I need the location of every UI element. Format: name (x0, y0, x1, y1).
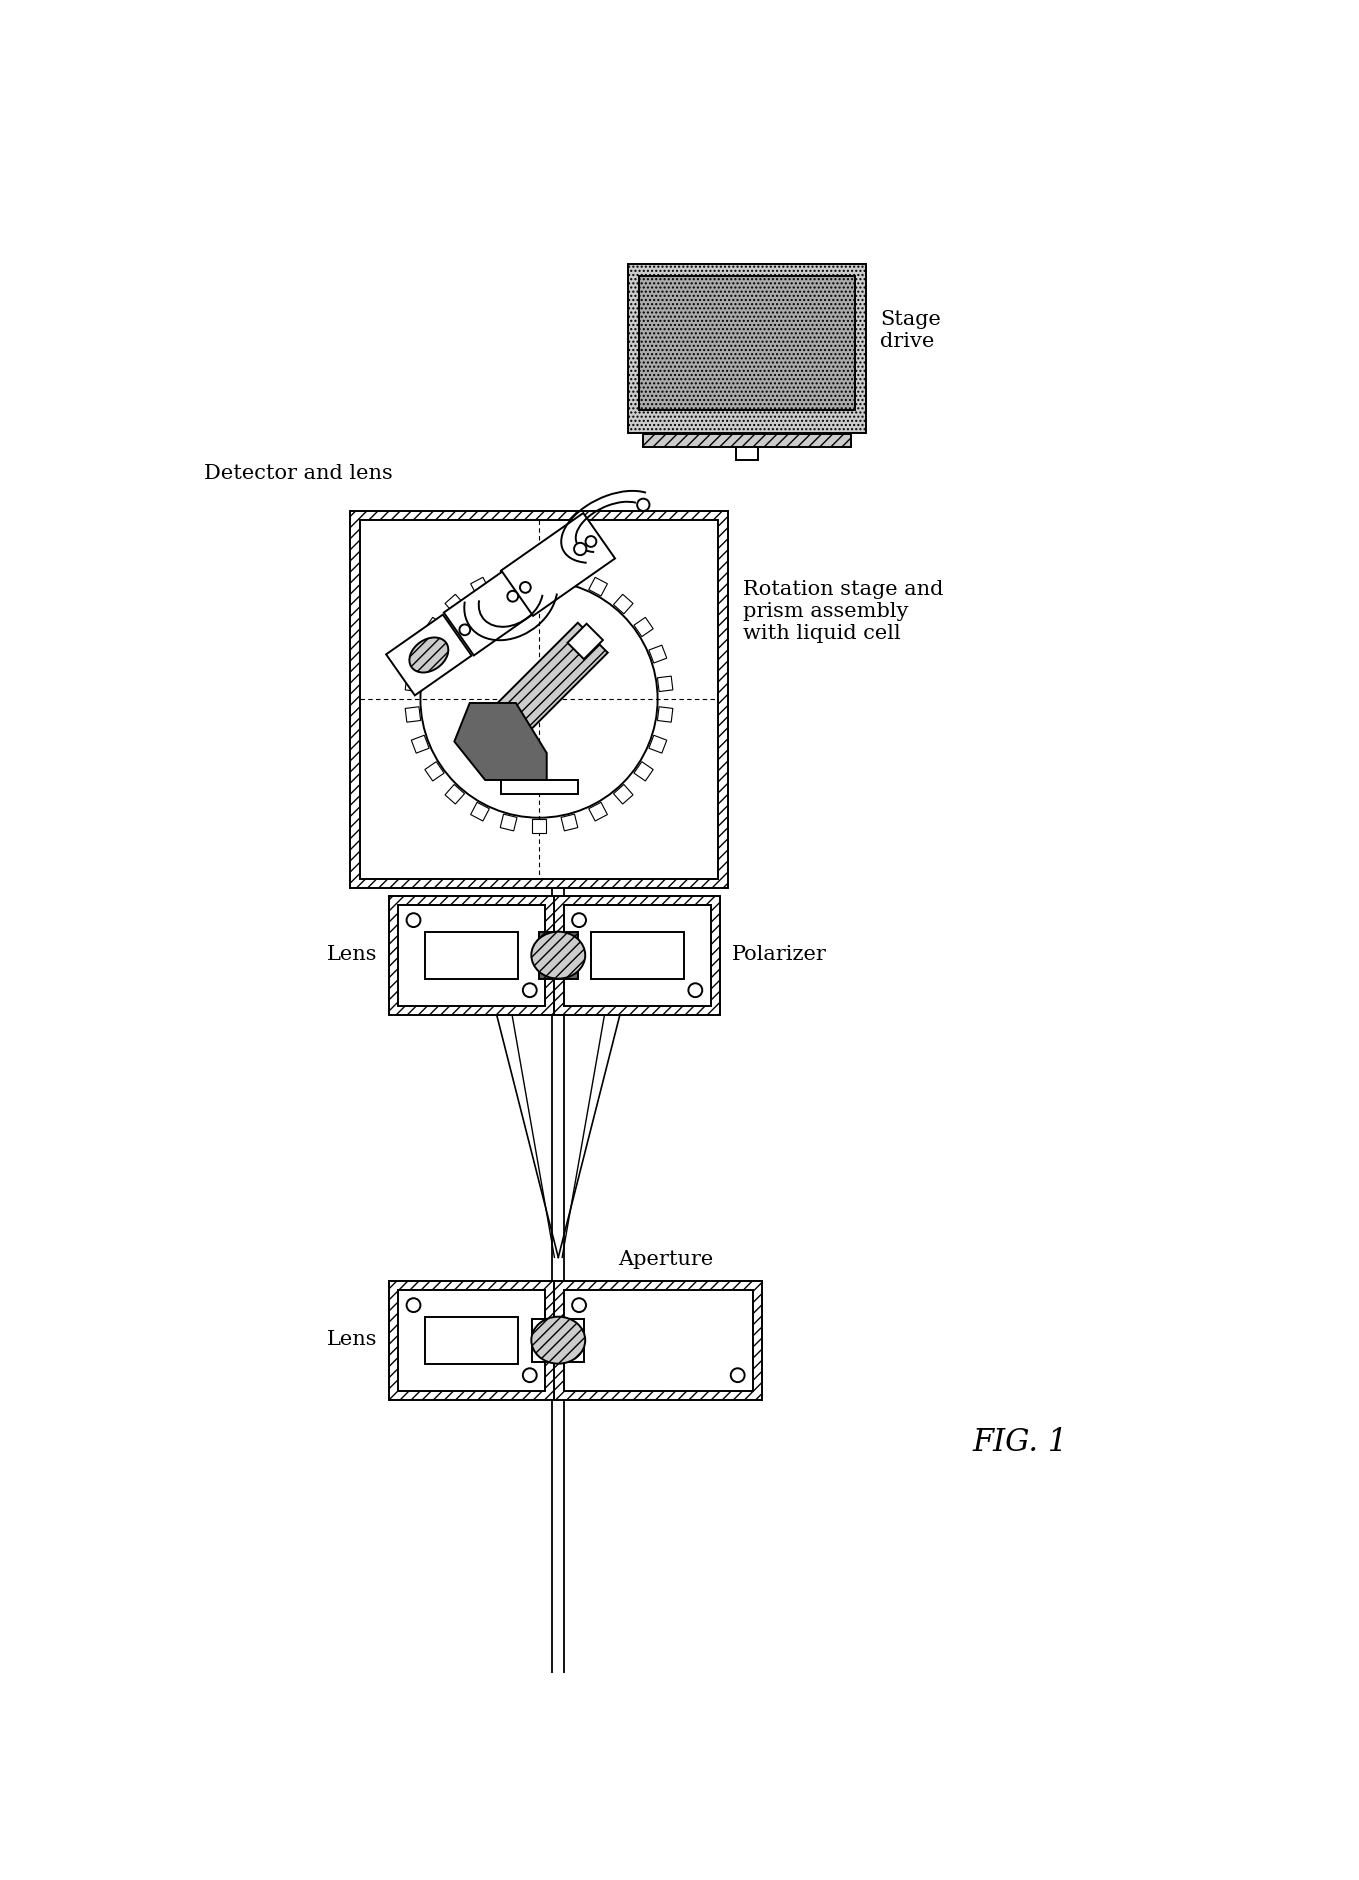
Circle shape (573, 543, 586, 555)
Polygon shape (633, 617, 654, 637)
Polygon shape (444, 784, 465, 805)
Polygon shape (500, 568, 516, 585)
Bar (533, 1318, 553, 1340)
Polygon shape (501, 513, 616, 617)
Polygon shape (454, 703, 546, 780)
Polygon shape (386, 615, 472, 696)
Polygon shape (613, 594, 633, 615)
Bar (563, 1340, 584, 1361)
Polygon shape (405, 677, 421, 692)
Bar (351, 511, 727, 887)
Circle shape (523, 1369, 537, 1382)
Polygon shape (533, 820, 546, 833)
Text: Detector and lens: Detector and lens (204, 464, 393, 483)
Polygon shape (658, 707, 673, 722)
Polygon shape (568, 624, 603, 660)
Text: Rotation stage and
prism assembly
with liquid cell: Rotation stage and prism assembly with l… (743, 579, 943, 643)
Text: FIG. 1: FIG. 1 (973, 1427, 1068, 1457)
Bar (554, 895, 720, 1015)
Circle shape (572, 1299, 586, 1312)
Circle shape (689, 983, 703, 996)
Bar (540, 932, 578, 979)
Bar (591, 932, 684, 979)
Polygon shape (633, 761, 654, 780)
Bar (360, 519, 719, 878)
Polygon shape (648, 645, 667, 664)
Bar (389, 1280, 554, 1401)
Bar (425, 1316, 518, 1363)
Bar (643, 434, 851, 447)
Bar (554, 1280, 762, 1401)
Bar (398, 904, 545, 1006)
Ellipse shape (531, 1316, 586, 1363)
Polygon shape (493, 622, 607, 737)
Text: Aperture: Aperture (618, 1250, 713, 1269)
Polygon shape (561, 568, 578, 585)
Circle shape (731, 1369, 745, 1382)
Circle shape (572, 914, 586, 927)
Text: Lens: Lens (326, 1331, 378, 1350)
Bar (628, 263, 866, 434)
Polygon shape (405, 707, 421, 722)
Polygon shape (425, 761, 444, 780)
Bar (737, 447, 758, 461)
Circle shape (637, 498, 650, 511)
Circle shape (520, 583, 531, 592)
Polygon shape (425, 617, 444, 637)
Circle shape (406, 1299, 420, 1312)
Circle shape (523, 983, 537, 996)
Polygon shape (412, 645, 429, 664)
Polygon shape (588, 803, 607, 822)
Bar (425, 932, 518, 979)
Bar (500, 780, 578, 793)
Polygon shape (613, 784, 633, 805)
Bar (564, 904, 711, 1006)
Bar (639, 276, 855, 410)
Polygon shape (658, 677, 673, 692)
Bar (564, 1290, 753, 1391)
Bar (563, 1318, 584, 1340)
Circle shape (586, 536, 597, 547)
Circle shape (406, 914, 420, 927)
Circle shape (507, 590, 518, 602)
Polygon shape (500, 814, 516, 831)
Polygon shape (533, 566, 546, 579)
Polygon shape (412, 735, 429, 754)
Polygon shape (561, 814, 578, 831)
Bar (398, 1290, 545, 1391)
Circle shape (459, 624, 470, 635)
Bar (389, 895, 554, 1015)
Polygon shape (444, 572, 534, 656)
Ellipse shape (409, 637, 448, 673)
Bar (533, 1340, 553, 1361)
Polygon shape (470, 803, 489, 822)
Text: Lens: Lens (326, 946, 378, 964)
Polygon shape (470, 577, 489, 596)
Ellipse shape (531, 932, 586, 979)
Text: Polarizer: Polarizer (731, 946, 826, 964)
Text: Stage
drive: Stage drive (881, 310, 940, 352)
Circle shape (420, 581, 658, 818)
Polygon shape (588, 577, 607, 596)
Polygon shape (648, 735, 667, 754)
Polygon shape (444, 594, 465, 615)
